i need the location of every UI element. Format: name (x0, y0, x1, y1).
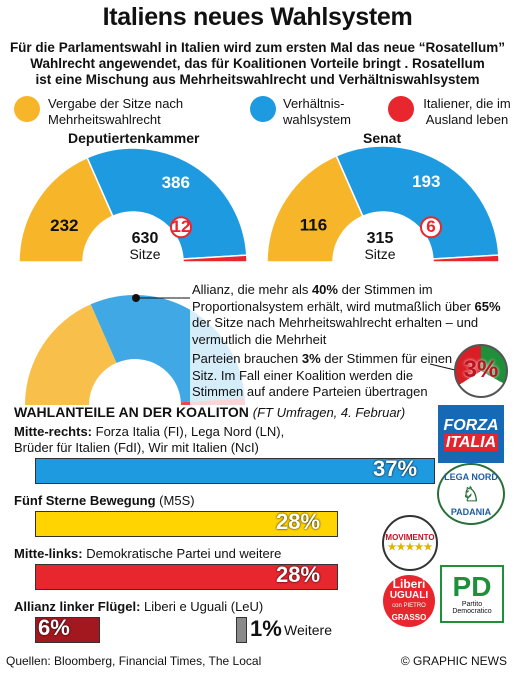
subtitle-line-2: Wahlrecht angewendet, das für Koalitione… (30, 56, 485, 71)
subtitle-line-3: ist eine Mischung aus Mehrheitswahlrecht… (35, 72, 480, 87)
deputies-segment-1 (86, 147, 248, 260)
deputies-seat-chart: 232 386 12 (18, 147, 248, 263)
legend-label-proportional: Verhältnis-wahlsystem (283, 96, 351, 127)
mitte-links-label: Mitte-links: Demokratische Partei und we… (14, 546, 282, 561)
legend-label-abroad: Italiener, die im Ausland leben (423, 96, 511, 127)
legend-swatch-abroad (388, 96, 414, 122)
m5s-label: Fünf Sterne Bewegung (M5S) (14, 493, 195, 508)
threshold-annotation: Parteien brauchen 3% der Stimmen für ein… (192, 351, 453, 399)
deputies-segment-2 (182, 254, 248, 263)
leu-label: Allianz linker Flügel: Liberi e Uguali (… (14, 599, 264, 614)
legend-swatch-proportional (250, 96, 276, 122)
deputies-abroad-badge (170, 216, 193, 239)
senate-segment-2 (432, 254, 500, 263)
bar-weitere (236, 617, 247, 643)
credit: © GRAPHIC NEWS (400, 654, 507, 668)
page-title: Italiens neues Wahlsystem (102, 3, 413, 31)
forza-italia-logo: FORZA ITALIA (438, 405, 504, 463)
bar-weitere-value: 1% (250, 616, 282, 641)
legend-label-majority: Vergabe der Sitze nach Mehrheitswahlrech… (48, 96, 184, 127)
mitte-rechts-label-2: Brüder für Italien (FdI), Wir mit Italie… (14, 440, 259, 455)
footer: Quellen: Bloomberg, Financial Times, The… (0, 650, 515, 675)
threshold-badge-label: 3% (463, 356, 499, 383)
legend-swatch-majority (14, 96, 40, 122)
leu-logo: Liberi UGUALI con PIETRO GRASSO (383, 575, 435, 627)
bar-weitere-label: Weitere (284, 622, 332, 638)
senate-segment-1 (335, 145, 500, 260)
senate-value-1: 193 (412, 172, 440, 191)
deputies-value-0: 232 (50, 216, 78, 235)
senate-total: 315 (366, 230, 394, 247)
coalition-segment-0 (25, 304, 117, 405)
bar-section-title: WAHLANTEILE AN DER KOALITON (FT Umfragen… (14, 404, 406, 420)
threshold-badge (454, 344, 508, 398)
sources: Quellen: Bloomberg, Financial Times, The… (6, 654, 262, 668)
threshold-pointer-line (429, 363, 456, 371)
bar-mitte-links-value: 28% (276, 562, 321, 587)
bar-m5s-value: 28% (276, 509, 321, 534)
deputies-total-unit: Sitze (129, 246, 161, 262)
deputies-value-2: 12 (172, 217, 191, 236)
bar-mitte-rechts-value: 37% (373, 456, 418, 481)
lega-nord-logo: LEGA NORD ♘ PADANIA (437, 463, 505, 525)
coalition-illustration (25, 280, 515, 406)
senate-value-2: 6 (426, 217, 435, 236)
mitte-rechts-label: Mitte-rechts: Forza Italia (FI), Lega No… (14, 424, 285, 439)
coalition-annotation: Allianz, die mehr als 40% der Stimmen im… (192, 282, 501, 347)
deputies-value-1: 386 (162, 173, 190, 192)
senate-seat-chart: 116 193 6 (266, 145, 500, 263)
chamber-title-senate: Senat (363, 130, 402, 146)
chamber-title-deputies: Deputiertenkammer (68, 130, 200, 146)
deputies-total: 630 (131, 230, 159, 247)
bar-leu (35, 617, 100, 643)
bar-leu-value: 6% (38, 615, 70, 640)
senate-segment-0 (266, 154, 364, 263)
bar-m5s (35, 511, 338, 537)
senate-total-unit: Sitze (364, 246, 396, 262)
deputies-segment-0 (18, 156, 114, 263)
bar-mitte-links (35, 564, 338, 590)
senate-value-0: 116 (300, 216, 327, 235)
m5s-logo: MOVIMENTO ★★★★★ (382, 515, 438, 571)
senate-abroad-badge (420, 216, 443, 239)
subtitle-line-1: Für die Parlamentswahl in Italien wird z… (9, 40, 506, 55)
bar-mitte-rechts (35, 458, 435, 484)
pd-logo: PD Partito Democratico (440, 565, 504, 623)
